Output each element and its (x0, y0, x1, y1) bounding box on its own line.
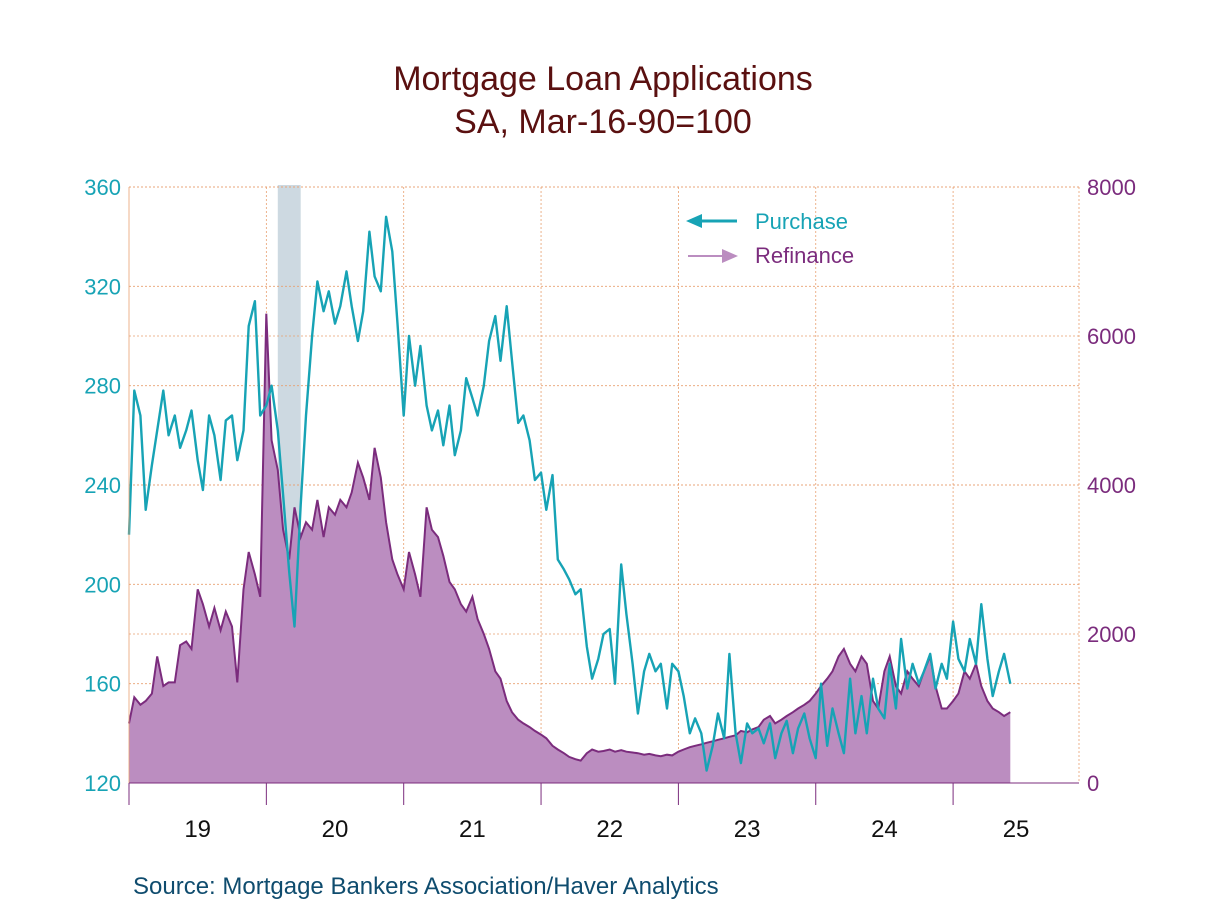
x-tick-label: 24 (871, 816, 898, 843)
x-tick-label: 19 (184, 816, 211, 843)
right-tick-label: 4000 (1087, 473, 1136, 498)
left-tick-label: 360 (84, 175, 121, 200)
axis-layer: 360 320 280 240 200 160 120 8000 6000 4000 2000 0 19… (84, 175, 1136, 843)
chart-title: Mortgage Loan Applications (393, 60, 813, 98)
purchase-line-layer (127, 215, 1012, 772)
purchase-line (127, 215, 1012, 772)
x-tick-label: 21 (459, 816, 486, 843)
legend-purchase-arrow-icon (686, 214, 702, 228)
chart-subtitle: SA, Mar-16-90=100 (454, 103, 752, 141)
legend-refinance-label: Refinance (755, 243, 854, 268)
refinance-area (129, 313, 1011, 783)
left-tick-label: 320 (84, 274, 121, 299)
right-tick-label: 6000 (1087, 324, 1136, 349)
right-tick-label: 2000 (1087, 622, 1136, 647)
x-tick-label: 23 (734, 816, 761, 843)
left-tick-label: 280 (84, 374, 121, 399)
legend-purchase-label: Purchase (755, 209, 848, 234)
title-group: Mortgage Loan Applications SA, Mar-16-90… (393, 60, 813, 141)
refinance-area-layer (128, 313, 1011, 783)
x-tick-label: 20 (322, 816, 349, 843)
refinance-line (128, 313, 1011, 762)
left-tick-label: 120 (84, 771, 121, 796)
x-tick-label: 22 (596, 816, 623, 843)
left-tick-label: 160 (84, 672, 121, 697)
legend-refinance-arrow-icon (722, 249, 738, 263)
left-tick-label: 200 (84, 572, 121, 597)
legend-item-purchase: Purchase (686, 209, 848, 234)
left-tick-label: 240 (84, 473, 121, 498)
right-tick-label: 8000 (1087, 175, 1136, 200)
legend-item-refinance: Refinance (688, 243, 854, 268)
x-tick-label: 25 (1003, 816, 1030, 843)
legend: Purchase Refinance (686, 209, 854, 268)
source-note: Source: Mortgage Bankers Association/Hav… (133, 873, 719, 900)
right-tick-label: 0 (1087, 771, 1099, 796)
